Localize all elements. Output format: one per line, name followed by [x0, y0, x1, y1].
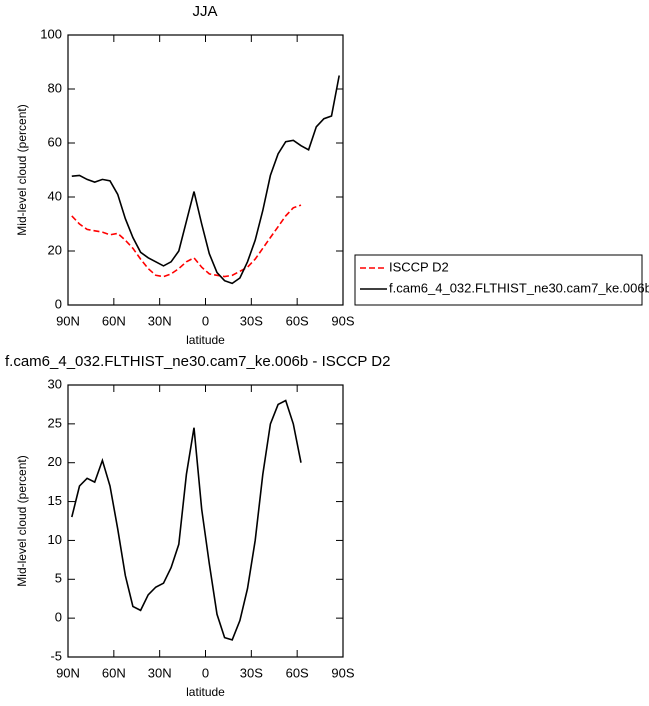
y-tick-label: 10: [48, 532, 62, 547]
y-tick-label: 20: [48, 242, 62, 257]
x-tick-label: 60N: [102, 313, 126, 328]
x-tick-label: 30S: [240, 313, 263, 328]
x-tick-label: 90N: [56, 665, 80, 680]
chart-title: JJA: [192, 3, 217, 20]
y-tick-label: 20: [48, 454, 62, 469]
x-tick-label: 30N: [148, 665, 172, 680]
x-tick-label: 90S: [331, 313, 354, 328]
x-tick-label: 90N: [56, 313, 80, 328]
y-tick-label: 25: [48, 415, 62, 430]
plot-frame: [67, 384, 344, 658]
y-tick-label: 0: [55, 610, 62, 625]
x-tick-label: 90S: [331, 665, 354, 680]
plot-frame: [67, 34, 344, 306]
x-tick-label: 30S: [240, 665, 263, 680]
x-tick-label: 60S: [286, 665, 309, 680]
y-axis-label: Mid-level cloud (percent): [15, 455, 29, 586]
x-tick-label: 60S: [286, 313, 309, 328]
x-axis-label: latitude: [186, 333, 225, 347]
data-line: [71, 204, 302, 278]
y-tick-label: 30: [48, 376, 62, 391]
y-tick-label: 15: [48, 493, 62, 508]
x-tick-label: 60N: [102, 665, 126, 680]
y-tick-label: 0: [55, 296, 62, 311]
x-tick-label: 0: [202, 665, 209, 680]
y-tick-label: 80: [48, 80, 62, 95]
x-axis-label: latitude: [186, 685, 225, 699]
legend-label: f.cam6_4_032.FLTHIST_ne30.cam7_ke.006b: [389, 280, 649, 295]
legend-label: ISCCP D2: [389, 259, 449, 274]
y-tick-label: 40: [48, 188, 62, 203]
x-tick-label: 30N: [148, 313, 172, 328]
y-axis-label: Mid-level cloud (percent): [15, 104, 29, 235]
x-tick-label: 0: [202, 313, 209, 328]
y-tick-label: 100: [40, 26, 62, 41]
legend-box: [354, 254, 643, 306]
data-line: [71, 75, 340, 285]
y-tick-label: 60: [48, 134, 62, 149]
chart-title: f.cam6_4_032.FLTHIST_ne30.cam7_ke.006b -…: [5, 353, 390, 370]
y-tick-label: 5: [55, 571, 62, 586]
y-tick-label: -5: [50, 648, 62, 663]
data-line: [71, 399, 302, 641]
